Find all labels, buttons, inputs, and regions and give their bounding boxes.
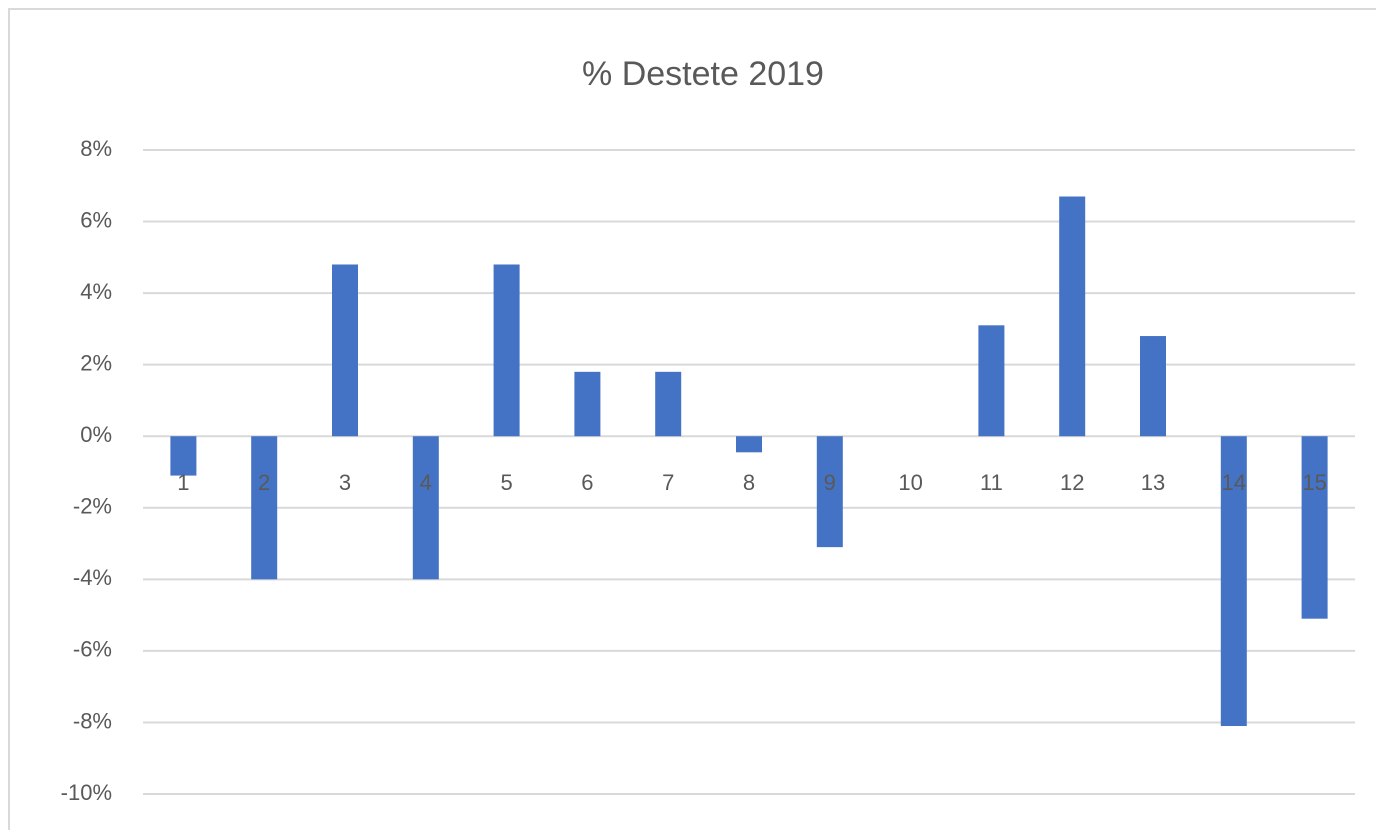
x-tick-label: 11: [980, 470, 1003, 495]
x-tick-label: 6: [581, 470, 593, 495]
bar: [655, 371, 682, 437]
x-tick-label: 14: [1222, 470, 1246, 495]
x-tick-label: 7: [662, 470, 674, 495]
bar: [816, 436, 843, 548]
bar: [170, 436, 197, 476]
y-tick-label: 2%: [80, 350, 112, 375]
y-tick-label: 0%: [80, 422, 112, 447]
y-tick-label: 6%: [80, 207, 112, 232]
y-tick-label: -2%: [73, 494, 112, 519]
y-tick-label: 4%: [80, 279, 112, 304]
bar: [412, 436, 439, 580]
chart-title: % Destete 2019: [582, 55, 824, 93]
x-tick-label: 1: [177, 470, 189, 495]
bar: [1140, 336, 1166, 437]
bar: [1220, 436, 1247, 727]
y-tick-label: -4%: [73, 565, 112, 590]
x-tick-label: 9: [824, 470, 836, 495]
x-tick-label: 15: [1302, 470, 1326, 495]
bar: [574, 371, 601, 437]
bar: [1301, 436, 1328, 619]
bar: [736, 436, 762, 453]
y-tick-label: -6%: [73, 637, 112, 662]
x-tick-label: 5: [500, 470, 512, 495]
x-tick-label: 2: [258, 470, 270, 495]
y-tick-label: -8%: [73, 708, 112, 733]
y-tick-label: -10%: [61, 780, 112, 805]
x-tick-label: 8: [743, 470, 755, 495]
y-tick-label: 8%: [80, 136, 112, 161]
x-tick-label: 10: [898, 470, 922, 495]
bar: [251, 436, 278, 580]
bar: [1059, 196, 1086, 437]
x-tick-label: 3: [339, 470, 351, 495]
x-tick-label: 13: [1141, 470, 1165, 495]
bar: [978, 325, 1005, 437]
bar: [332, 264, 358, 437]
x-tick-label: 4: [420, 470, 432, 495]
bar: [493, 264, 520, 437]
chart-frame: [8, 8, 1376, 830]
x-tick-label: 12: [1060, 470, 1084, 495]
